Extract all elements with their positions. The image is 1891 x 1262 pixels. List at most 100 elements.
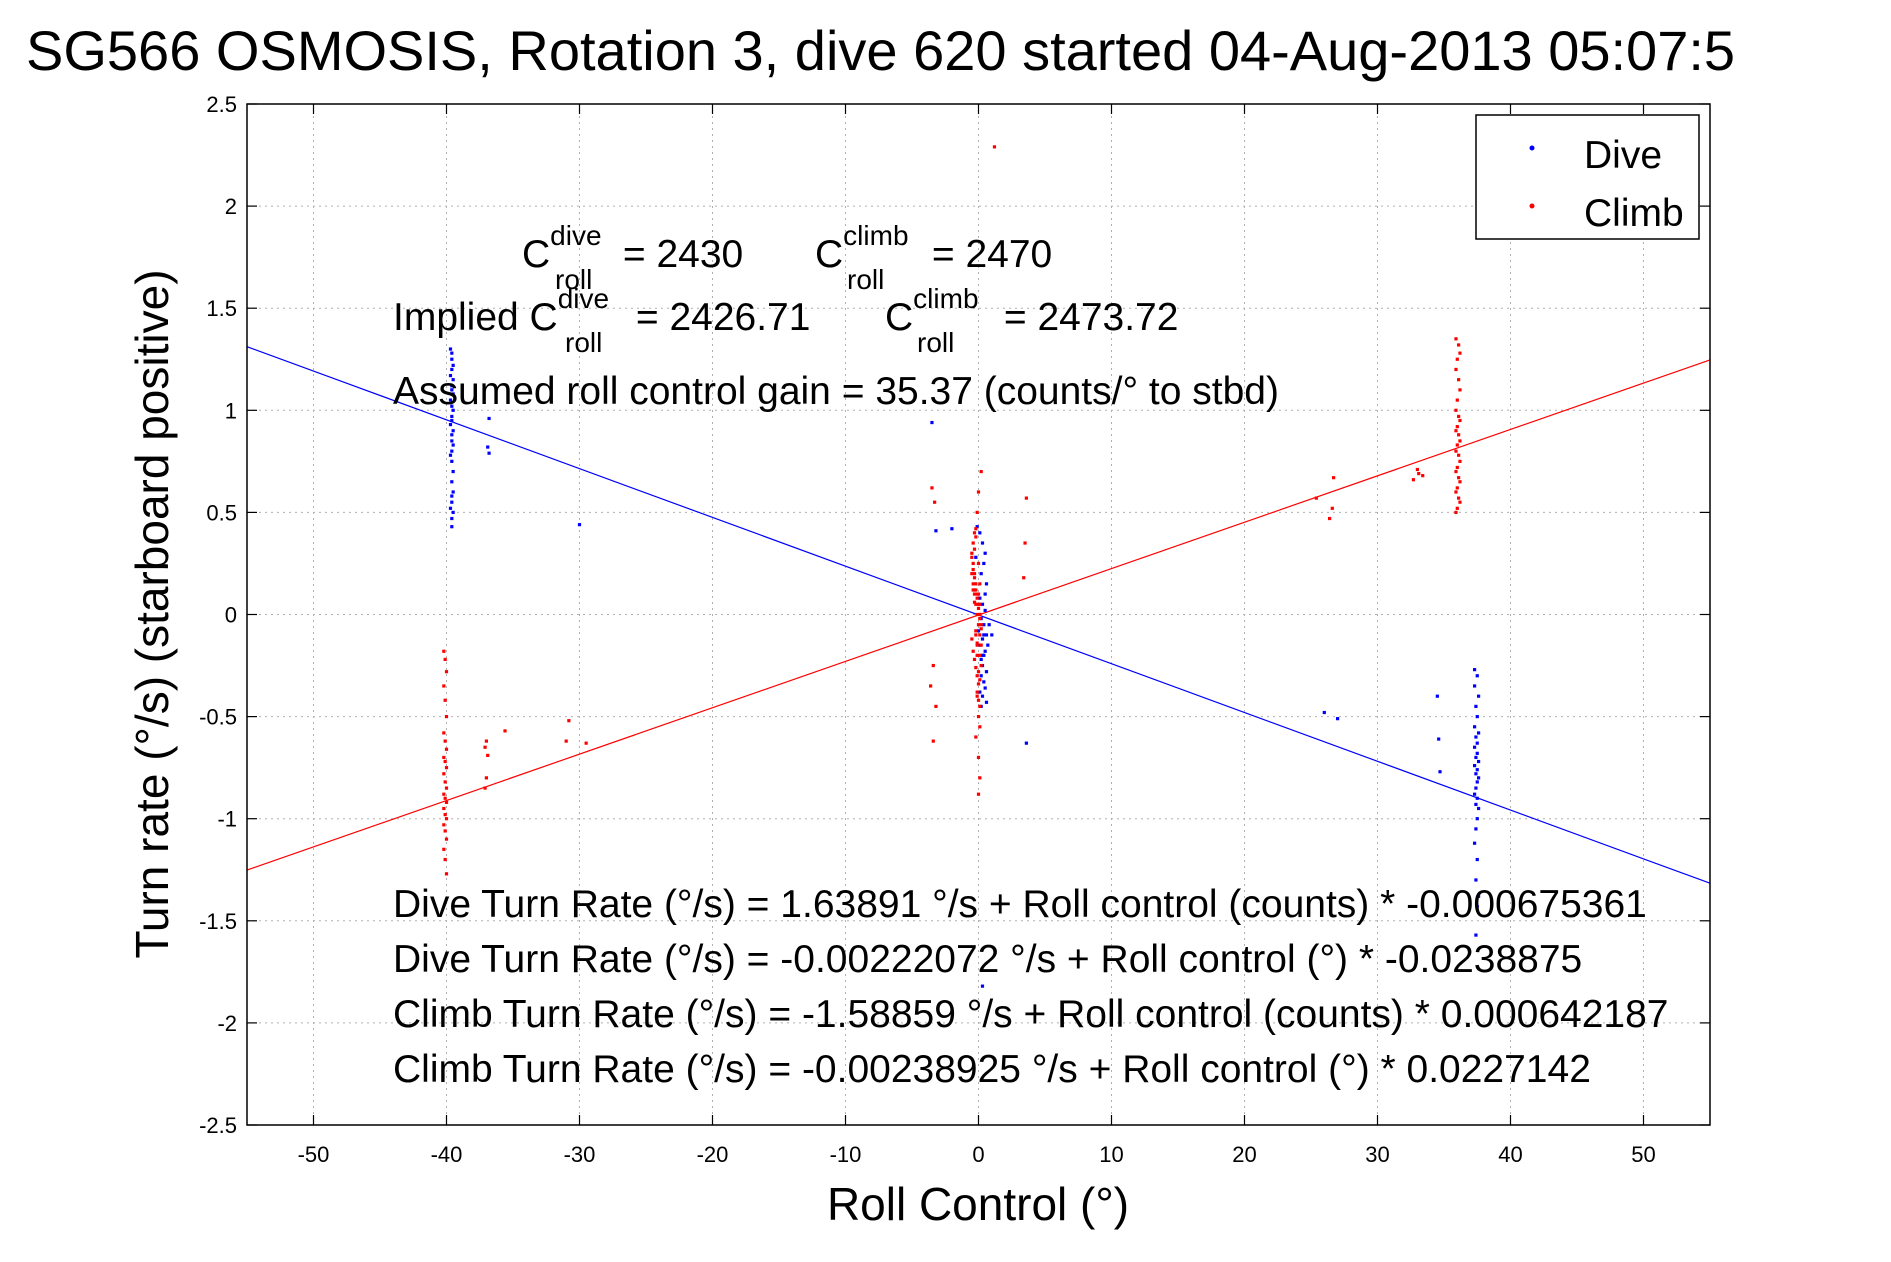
dive-point <box>450 388 454 392</box>
dive-counts-equation: Dive Turn Rate (°/s) = 1.63891 °/s + Rol… <box>393 883 1647 926</box>
climb-point <box>444 715 449 719</box>
y-tick-label: 1.5 <box>206 296 237 321</box>
dive-point <box>950 527 954 531</box>
x-tick-label: 50 <box>1631 1142 1655 1167</box>
climb-point <box>1328 516 1332 521</box>
y-tick-label: 2.5 <box>206 92 237 117</box>
climb-point <box>978 602 982 606</box>
dive-point <box>1435 694 1439 698</box>
y-tick-label: -0.5 <box>199 705 237 730</box>
x-tick-label: 40 <box>1498 1142 1522 1167</box>
climb-point <box>1454 490 1458 494</box>
climb-point <box>1330 506 1334 510</box>
climb-point <box>1454 429 1458 433</box>
c-dive-symbol: C <box>522 233 550 276</box>
climb-point <box>975 596 979 600</box>
dive-point <box>450 433 454 437</box>
climb-point <box>978 776 982 780</box>
dive-point <box>450 414 454 419</box>
dive-degrees-equation: Dive Turn Rate (°/s) = -0.00222072 °/s +… <box>393 938 1582 981</box>
dive-point <box>983 551 987 555</box>
data-points <box>442 145 1481 988</box>
climb-point <box>443 796 447 800</box>
dive-point <box>1475 780 1479 784</box>
climb-point <box>1024 496 1028 500</box>
x-tick-label: -40 <box>431 1142 463 1167</box>
dive-point <box>1476 731 1481 735</box>
climb-point <box>1455 443 1459 447</box>
climb-point <box>1454 510 1458 514</box>
dive-point <box>1438 770 1442 774</box>
climb-point <box>1458 418 1462 423</box>
dive-point <box>1476 776 1481 780</box>
dive-point <box>974 555 978 559</box>
climb-point <box>970 551 974 555</box>
climb-point <box>567 719 571 723</box>
dive-point <box>448 422 453 427</box>
climb-point <box>972 657 977 662</box>
dive-point <box>983 649 987 653</box>
dive-point <box>983 686 987 690</box>
dive-point <box>451 378 455 382</box>
climb-point <box>971 561 975 566</box>
y-tick-label: -1 <box>217 807 237 832</box>
dive-point <box>980 602 985 606</box>
dive-point <box>1474 772 1478 776</box>
dive-point <box>980 694 985 698</box>
y-tick-label: -2.5 <box>199 1113 237 1138</box>
climb-point <box>972 572 977 576</box>
dive-point <box>976 629 981 633</box>
dive-point <box>450 384 454 388</box>
climb-point <box>1454 449 1458 453</box>
dive-point <box>1476 759 1481 764</box>
climb-point <box>443 829 447 833</box>
climb-point <box>975 694 979 698</box>
x-tick-label: -20 <box>697 1142 729 1167</box>
implied-dive-superscript: dive <box>558 283 609 314</box>
climb-degrees-equation: Climb Turn Rate (°/s) = -0.00238925 °/s … <box>393 1048 1591 1091</box>
dive-point <box>1322 710 1326 715</box>
climb-point <box>976 670 981 674</box>
dive-point <box>1475 796 1479 800</box>
climb-point <box>444 670 449 674</box>
dive-point <box>1474 802 1478 807</box>
climb-point <box>976 715 981 719</box>
dive-point <box>451 443 455 447</box>
dive-point <box>1474 755 1478 760</box>
dive-point <box>930 420 934 425</box>
climb-point <box>1458 480 1462 484</box>
implied-dive-value: = 2426.71 <box>625 296 810 339</box>
dive-point <box>1472 841 1477 845</box>
dive-point <box>978 596 982 600</box>
climb-point <box>971 588 975 592</box>
dive-point <box>450 439 454 443</box>
y-tick-label: 2 <box>225 194 237 219</box>
climb-point <box>975 674 979 678</box>
dive-point <box>451 429 455 433</box>
climb-point <box>976 792 981 796</box>
legend-label-dive: Dive <box>1584 134 1662 177</box>
dive-point <box>980 653 985 657</box>
climb-point <box>974 735 978 739</box>
dive-point <box>1476 806 1481 811</box>
climb-point <box>1455 465 1459 470</box>
dive-point <box>448 373 453 378</box>
dive-point <box>1476 694 1481 698</box>
dive-point <box>1472 745 1477 749</box>
climb-point <box>484 739 488 743</box>
climb-counts-equation: Climb Turn Rate (°/s) = -1.58859 °/s + R… <box>393 993 1669 1036</box>
climb-point <box>933 500 937 504</box>
dive-point <box>1472 792 1477 796</box>
climb-point <box>1417 472 1421 476</box>
c-climb-value: = 2470 <box>921 233 1052 276</box>
dive-point <box>450 494 454 498</box>
dive-point <box>448 506 453 510</box>
chart-title: SG566 OSMOSIS, Rotation 3, dive 620 star… <box>26 19 1735 82</box>
implied-climb-symbol: C <box>885 296 913 339</box>
climb-point <box>1457 453 1461 457</box>
climb-point <box>971 567 975 572</box>
dive-point <box>1475 715 1479 719</box>
climb-point <box>971 541 975 545</box>
climb-point <box>483 745 487 749</box>
climb-point <box>979 469 983 474</box>
